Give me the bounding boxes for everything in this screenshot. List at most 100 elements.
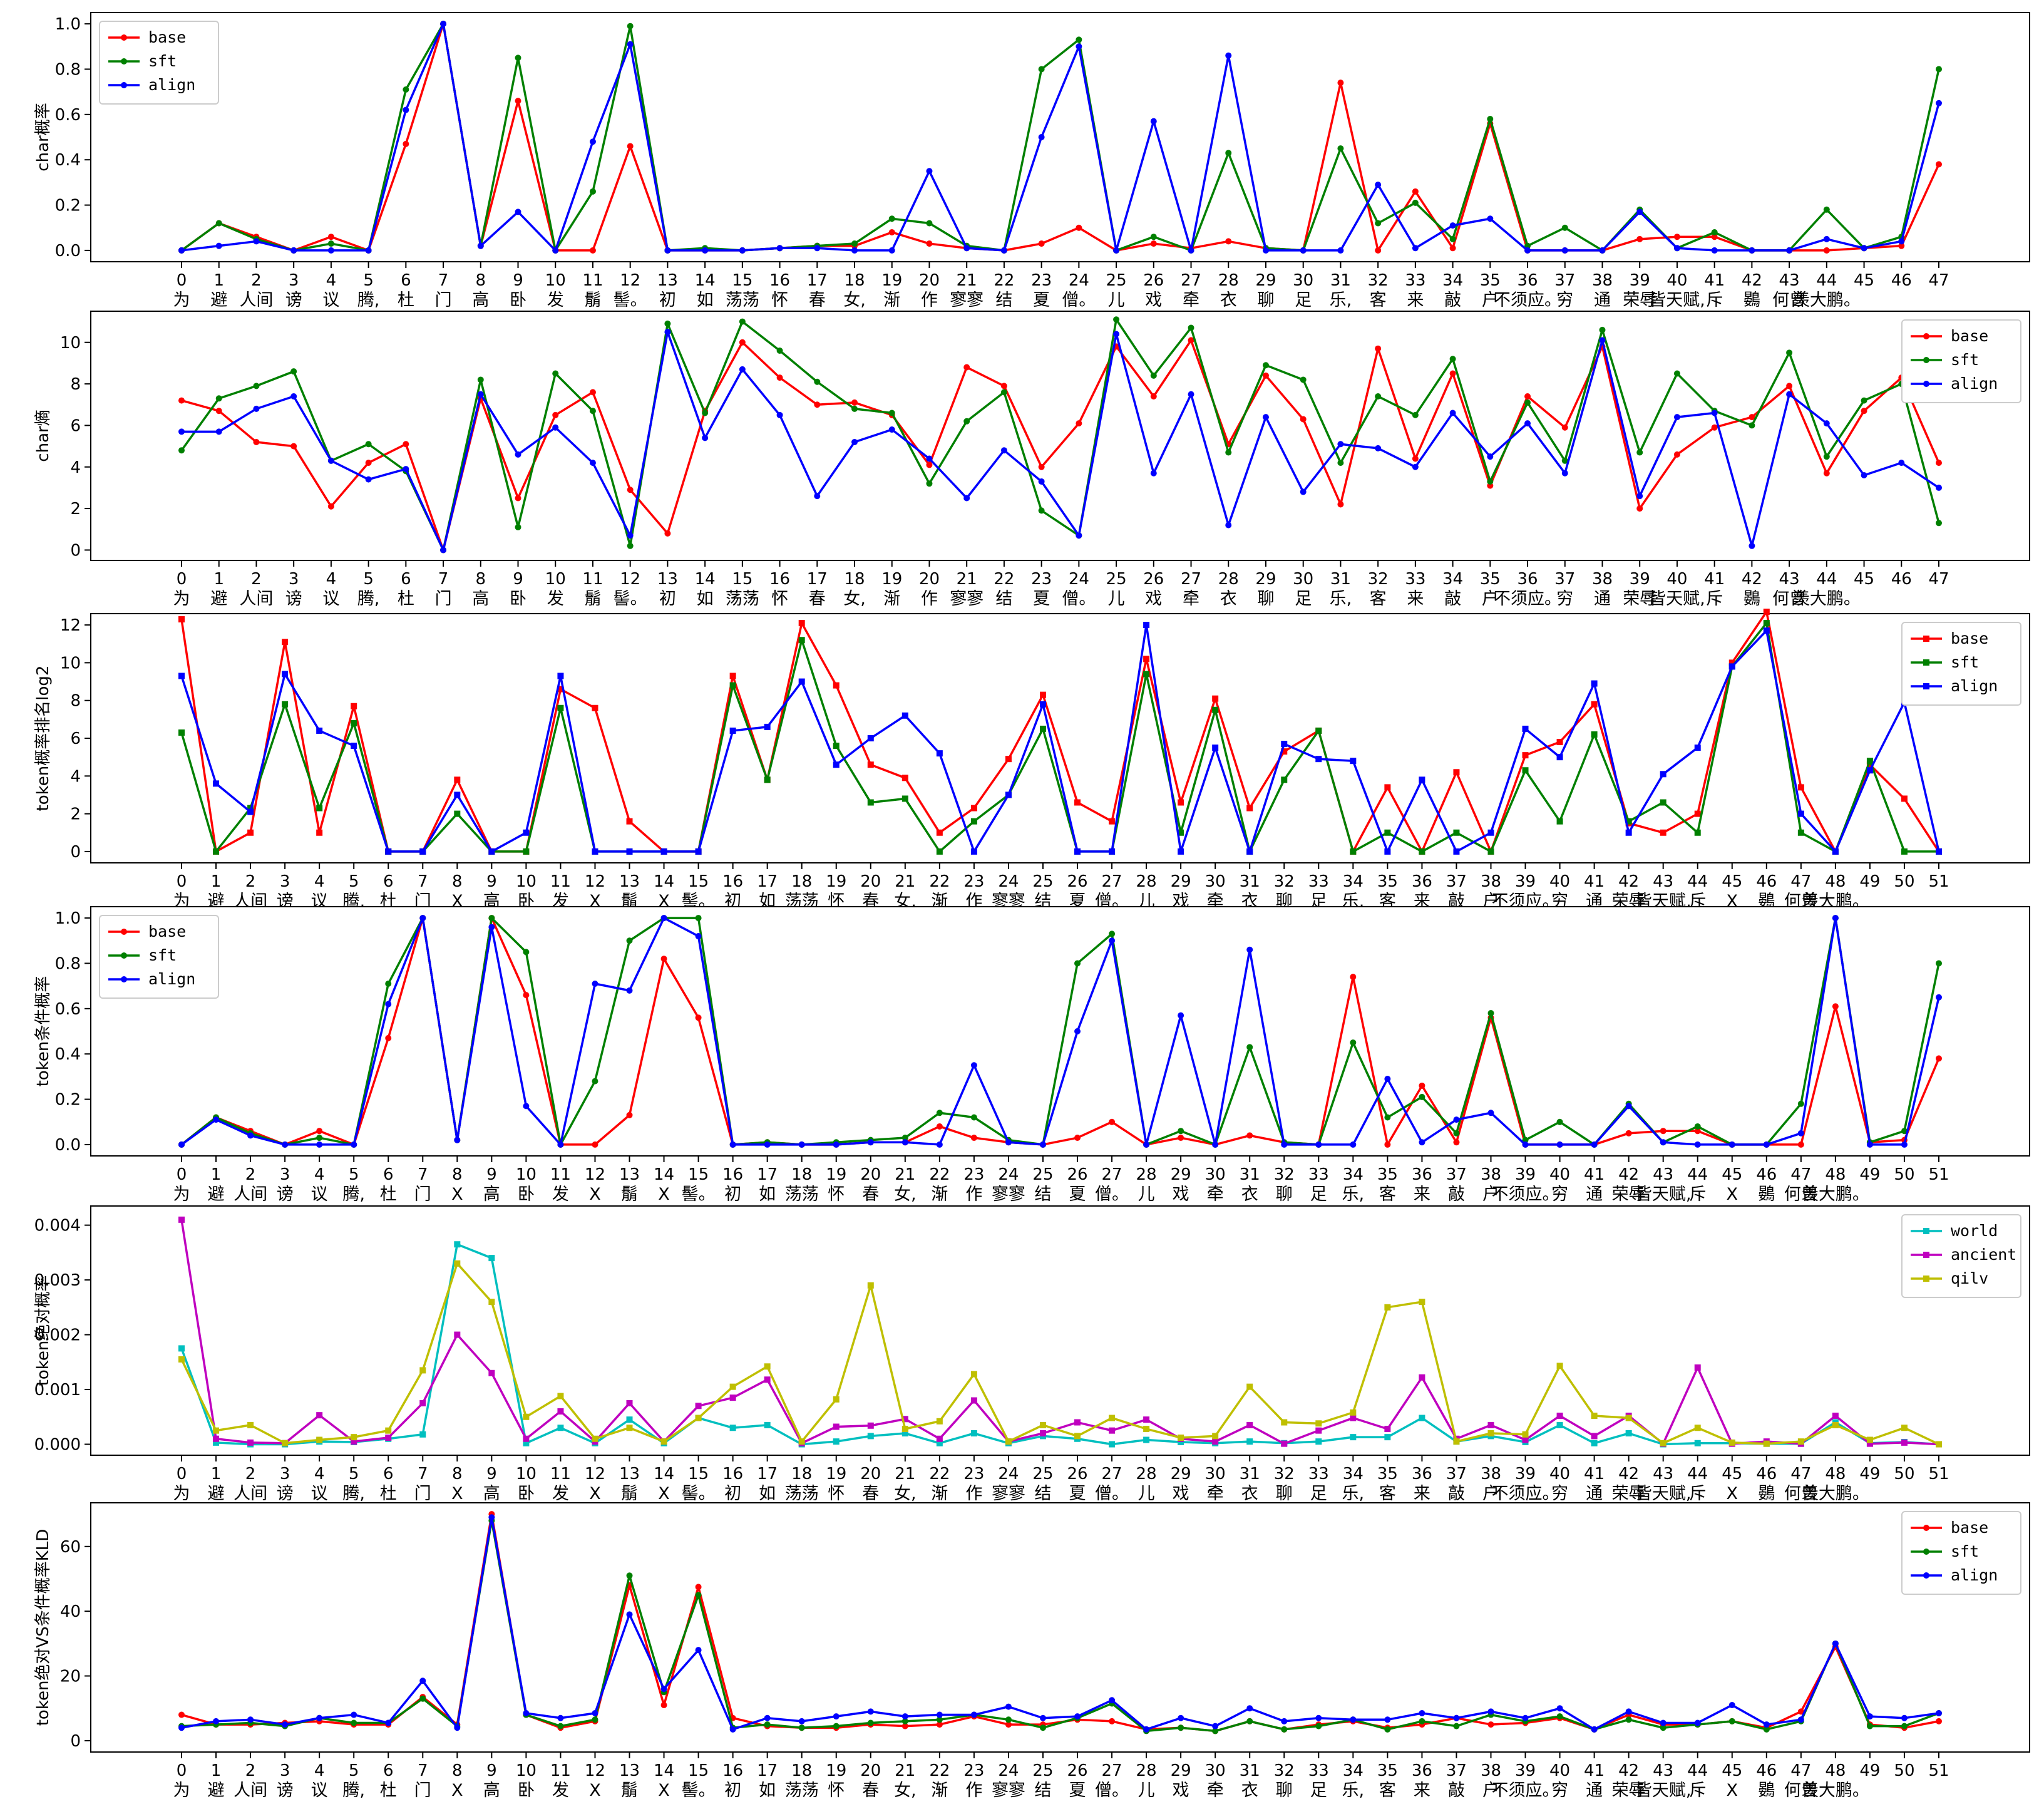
x-tick-label: 42: [1618, 872, 1639, 891]
token-label: 鬅: [584, 589, 601, 609]
token-label: 儿: [1138, 1781, 1155, 1800]
data-point-align: [316, 1714, 323, 1721]
series-line-base: [180, 611, 1940, 853]
data-point-base: [515, 98, 521, 105]
data-point-world: [1246, 1438, 1253, 1445]
data-point-align: [557, 1141, 564, 1148]
x-tick-label: 8: [452, 1761, 463, 1780]
token-label: 敲: [1448, 1781, 1465, 1800]
data-point-sft: [1419, 1093, 1425, 1100]
legend-marker: [1923, 1228, 1929, 1234]
data-point-base: [1591, 701, 1598, 708]
x-tick-label: 15: [732, 271, 752, 290]
x-tick-label: 47: [1928, 271, 1949, 290]
data-point-align: [1823, 420, 1830, 427]
token-label: 僧。: [1062, 589, 1096, 609]
token-label: 乐,: [1342, 1185, 1365, 1204]
data-point-align: [901, 1713, 908, 1720]
token-label: 为: [173, 589, 190, 609]
token-label: 渐: [883, 291, 900, 310]
data-point-align: [1898, 238, 1905, 245]
data-point-sft: [867, 1719, 874, 1726]
x-tick-label: 3: [280, 1165, 290, 1184]
data-point-align: [557, 673, 564, 679]
x-tick-label: 3: [280, 1465, 290, 1483]
x-tick-label: 26: [1067, 872, 1087, 891]
token-label: X: [658, 1781, 670, 1800]
data-point-sft: [1384, 829, 1391, 836]
data-point-ancient: [867, 1422, 874, 1429]
data-point-align: [1901, 1141, 1908, 1148]
data-point-align: [936, 1141, 943, 1148]
token-label: 杜: [380, 1185, 397, 1204]
x-tick-label: 16: [722, 1761, 743, 1780]
x-tick-label: 9: [513, 570, 523, 589]
data-point-align: [888, 426, 895, 433]
data-point-align: [1350, 1141, 1357, 1148]
data-point-align: [729, 727, 736, 734]
data-point-base: [660, 1702, 667, 1709]
data-point-sft: [1038, 507, 1045, 514]
data-point-base: [695, 1584, 702, 1590]
token-label: 初: [724, 1781, 741, 1800]
x-tick-label: 45: [1722, 1761, 1742, 1780]
y-tick-label: 0.8: [55, 60, 81, 79]
data-point-sft: [1861, 397, 1867, 404]
data-point-align: [1178, 1714, 1184, 1721]
x-tick-label: 12: [585, 1761, 605, 1780]
token-label: 高: [483, 1484, 500, 1503]
x-tick-label: 10: [545, 271, 566, 290]
data-point-sft: [851, 405, 858, 412]
data-point-qilv: [1763, 1440, 1770, 1447]
y-tick-label: 12: [60, 616, 81, 635]
x-tick-label: 48: [1825, 1465, 1846, 1483]
data-point-base: [664, 530, 671, 537]
y-tick-label: 4: [70, 767, 81, 786]
y-tick-label: 0.0: [55, 242, 81, 260]
data-point-sft: [1419, 1718, 1425, 1724]
data-point-base: [1375, 345, 1382, 352]
data-point-sft: [901, 1135, 908, 1142]
data-point-sft: [178, 447, 185, 454]
data-point-ancient: [970, 1397, 977, 1404]
data-point-align: [1599, 337, 1606, 344]
data-point-align: [888, 247, 895, 254]
data-point-align: [764, 723, 771, 730]
x-tick-label: 51: [1928, 872, 1949, 891]
data-point-align: [1074, 1028, 1081, 1034]
data-point-align: [454, 1136, 461, 1143]
data-point-base: [557, 686, 564, 693]
x-tick-label: 34: [1343, 872, 1364, 891]
x-tick-label: 29: [1255, 271, 1276, 290]
token-label: 髻。: [682, 1484, 716, 1503]
data-point-align: [1375, 181, 1382, 188]
y-tick-label: 6: [70, 416, 81, 435]
data-point-base: [888, 229, 895, 235]
x-tick-label: 46: [1891, 271, 1912, 290]
token-label: 渐: [931, 1185, 948, 1204]
x-tick-label: 12: [585, 872, 605, 891]
x-tick-label: 40: [1667, 271, 1687, 290]
data-point-align: [851, 247, 858, 254]
token-label: 通: [1594, 589, 1611, 609]
x-tick-label: 22: [929, 872, 950, 891]
data-point-base: [1636, 235, 1643, 242]
token-label: 怀: [828, 1781, 845, 1800]
token-label: 足: [1310, 1185, 1327, 1204]
data-point-base: [626, 1111, 633, 1118]
data-point-base: [936, 1123, 943, 1130]
data-point-sft: [664, 320, 671, 327]
data-point-align: [1636, 493, 1643, 500]
token-label: X: [658, 1484, 670, 1503]
data-point-sft: [626, 1572, 633, 1579]
x-tick-label: 41: [1584, 872, 1605, 891]
data-point-qilv: [901, 1426, 908, 1433]
x-tick-label: 36: [1517, 570, 1538, 589]
data-point-align: [1246, 848, 1253, 855]
data-point-align: [1660, 1719, 1667, 1726]
data-point-sft: [1350, 848, 1357, 855]
x-tick-label: 21: [895, 1465, 915, 1483]
token-label: 为: [173, 1185, 190, 1204]
data-point-align: [1246, 946, 1253, 953]
data-point-base: [403, 441, 409, 448]
